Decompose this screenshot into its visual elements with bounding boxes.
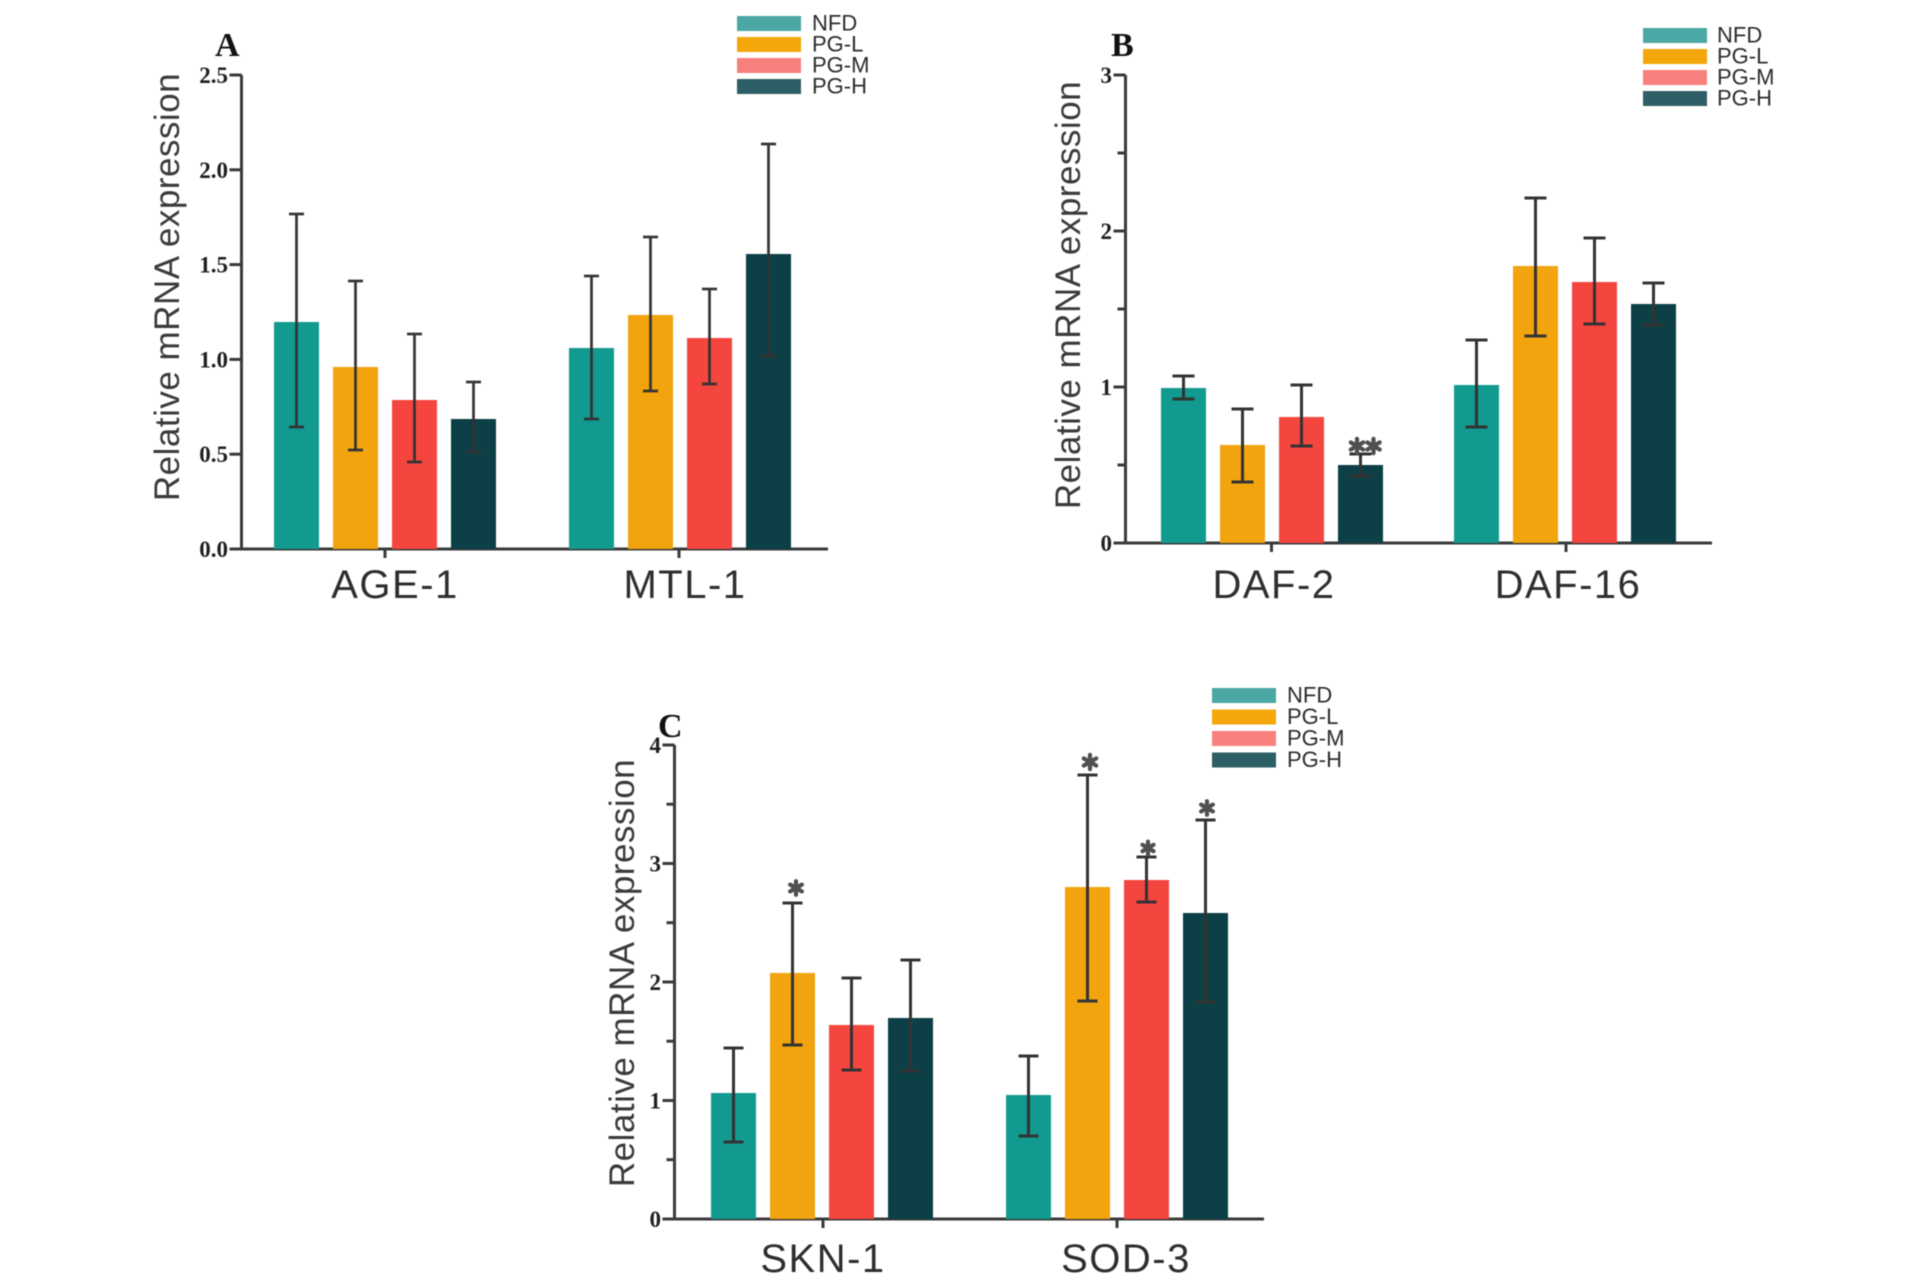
svg-text:1: 1 [1101, 375, 1113, 400]
svg-text:PG-L: PG-L [1287, 704, 1338, 729]
svg-text:SKN-1: SKN-1 [760, 1237, 885, 1280]
svg-text:2.5: 2.5 [199, 63, 228, 88]
svg-text:0: 0 [650, 1207, 662, 1232]
svg-text:2: 2 [650, 970, 662, 995]
svg-text:3: 3 [650, 852, 662, 877]
svg-text:Relative mRNA expression: Relative mRNA expression [603, 759, 642, 1187]
svg-text:DAF-16: DAF-16 [1495, 563, 1642, 607]
svg-text:AGE-1: AGE-1 [331, 563, 459, 607]
svg-text:B: B [1111, 27, 1134, 64]
svg-text:PG-H: PG-H [812, 74, 867, 99]
svg-text:0.5: 0.5 [199, 442, 228, 467]
svg-text:Relative mRNA expression: Relative mRNA expression [1049, 81, 1088, 509]
svg-text:4: 4 [650, 733, 662, 758]
svg-text:PG-M: PG-M [1717, 65, 1774, 90]
svg-text:3: 3 [1101, 63, 1113, 88]
svg-text:1.5: 1.5 [199, 253, 228, 278]
svg-text:Relative mRNA expression: Relative mRNA expression [148, 73, 187, 501]
svg-text:PG-H: PG-H [1287, 747, 1342, 772]
svg-text:C: C [658, 708, 683, 745]
svg-text:1.0: 1.0 [199, 347, 228, 372]
svg-text:A: A [215, 27, 240, 64]
svg-text:2.0: 2.0 [199, 158, 228, 183]
svg-text:SOD-3: SOD-3 [1061, 1237, 1191, 1280]
svg-text:MTL-1: MTL-1 [623, 563, 746, 607]
svg-text:NFD: NFD [1717, 23, 1762, 48]
svg-text:PG-L: PG-L [1717, 44, 1768, 69]
svg-text:NFD: NFD [1287, 683, 1332, 708]
svg-text:0.0: 0.0 [199, 537, 228, 562]
svg-text:DAF-2: DAF-2 [1212, 563, 1335, 607]
svg-text:1: 1 [650, 1089, 662, 1114]
svg-text:PG-M: PG-M [812, 53, 869, 78]
svg-text:2: 2 [1101, 219, 1113, 244]
svg-text:PG-H: PG-H [1717, 86, 1772, 111]
svg-text:0: 0 [1101, 531, 1113, 556]
svg-text:PG-M: PG-M [1287, 726, 1344, 751]
svg-text:NFD: NFD [812, 11, 857, 36]
svg-text:PG-L: PG-L [812, 32, 863, 57]
